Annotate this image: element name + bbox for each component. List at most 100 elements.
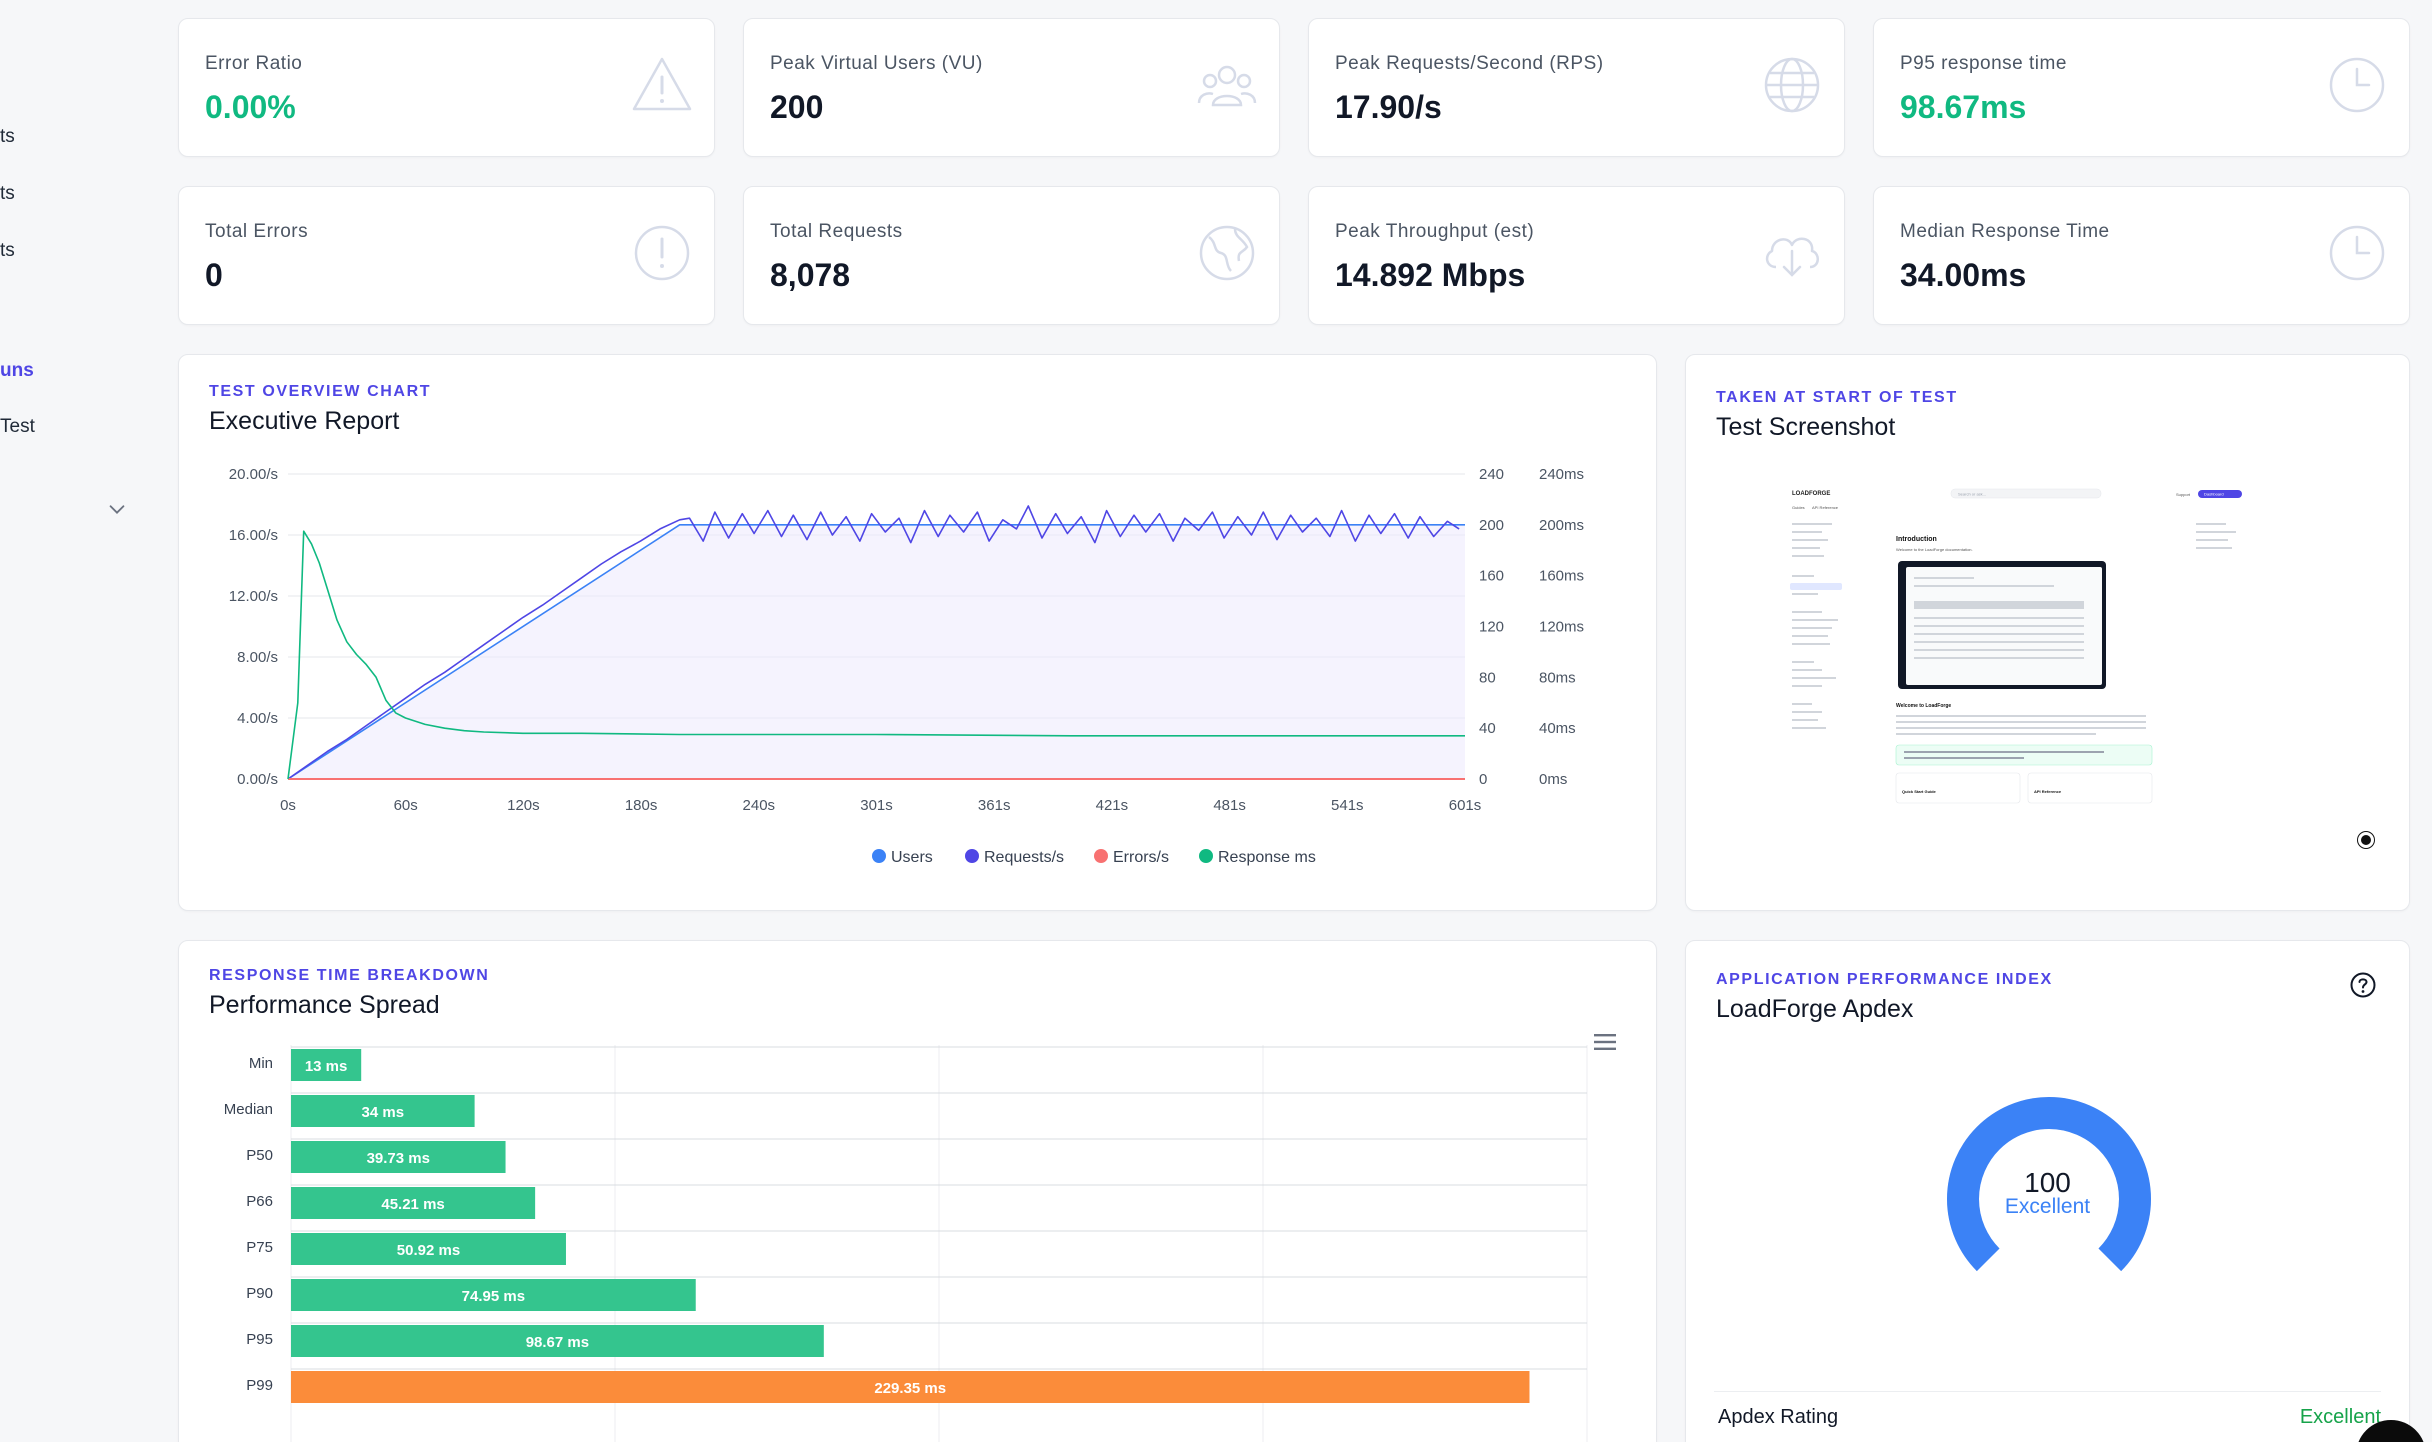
sidebar-item-3[interactable]: ts — [0, 240, 15, 261]
sidebar-item-2[interactable]: ts — [0, 183, 15, 204]
help-circle-icon[interactable] — [2349, 971, 2377, 999]
y-tick-left: 12.00/s — [229, 588, 278, 605]
bar-min — [291, 1049, 362, 1081]
bar-category: Min — [249, 1055, 273, 1072]
bar-p95 — [291, 1325, 824, 1357]
bar-data-label: 34 ms — [362, 1104, 405, 1121]
shot-nav-guides: Guides — [1792, 505, 1805, 510]
y-tick-left: 0.00/s — [237, 771, 278, 788]
legend-marker — [872, 849, 886, 863]
bar-category: P99 — [246, 1377, 273, 1394]
bar-p75 — [291, 1233, 566, 1265]
apdex-rating-row: Apdex Rating Excellent — [1714, 1391, 2381, 1442]
shot-dashboard: Dashboard — [2204, 492, 2224, 497]
stat-card-p95: P95 response time 98.67ms — [1873, 18, 2410, 157]
y-tick-users: 160 — [1479, 568, 1504, 585]
bar-p50 — [291, 1141, 506, 1173]
shot-search: Search or ask... — [1958, 492, 1986, 497]
card-title: Executive Report — [209, 407, 400, 435]
globe-alt-icon — [1199, 225, 1255, 281]
stat-value: 0.00% — [205, 89, 296, 125]
stat-label: Median Response Time — [1900, 221, 2110, 242]
stat-value: 8,078 — [770, 257, 851, 293]
bar-data-label: 98.67 ms — [526, 1334, 589, 1351]
stat-card-error-ratio: Error Ratio 0.00% — [178, 18, 715, 157]
cloud-download-icon — [1765, 237, 1819, 277]
bar-data-label: 13 ms — [305, 1058, 348, 1075]
y-tick-left: 16.00/s — [229, 527, 278, 544]
stat-card-peak-rps: Peak Requests/Second (RPS) 17.90/s — [1308, 18, 1845, 157]
y-tick-response: 0ms — [1539, 771, 1567, 788]
y-tick-response: 120ms — [1539, 619, 1584, 636]
y-tick-users: 200 — [1479, 517, 1504, 534]
stat-value: 200 — [770, 89, 824, 125]
shot-welcome: Welcome to LoadForge — [1896, 703, 1951, 709]
stat-card-median-response: Median Response Time 34.00ms — [1873, 186, 2410, 325]
y-tick-response: 200ms — [1539, 517, 1584, 534]
screenshot-action-dot[interactable] — [2358, 832, 2374, 848]
stat-card-total-errors: Total Errors 0 — [178, 186, 715, 325]
stat-card-peak-vu: Peak Virtual Users (VU) 200 — [743, 18, 1280, 157]
y-tick-users: 40 — [1479, 720, 1496, 737]
stat-label: Total Requests — [770, 221, 903, 242]
stat-value: 34.00ms — [1900, 257, 2027, 293]
clock-icon — [2329, 57, 2385, 113]
stat-label: Peak Requests/Second (RPS) — [1335, 53, 1604, 74]
stat-label: Peak Virtual Users (VU) — [770, 53, 983, 74]
executive-report-card: TEST OVERVIEW CHART Executive Report 0.0… — [178, 354, 1657, 911]
x-tick: 541s — [1331, 797, 1364, 814]
card-title: Performance Spread — [209, 991, 440, 1019]
sidebar-item-test[interactable]: Test — [0, 416, 35, 437]
chevron-down-icon[interactable] — [106, 498, 128, 520]
chat-launcher-button[interactable] — [2356, 1420, 2426, 1442]
bar-category: P50 — [246, 1147, 273, 1164]
legend-marker — [965, 849, 979, 863]
apdex-row-value: Excellent — [2299, 1406, 2381, 1428]
stat-value: 0 — [205, 257, 223, 293]
legend-item: Response ms — [1218, 849, 1316, 866]
shot-heading: Introduction — [1896, 536, 1937, 543]
bar-category: P95 — [246, 1331, 273, 1348]
y-tick-response: 80ms — [1539, 669, 1576, 686]
apdex-row-label: Apdex Rating — [1718, 1406, 1839, 1428]
apdex-gauge — [1947, 1097, 2151, 1272]
clock-icon — [2329, 225, 2385, 281]
bar-category: P66 — [246, 1193, 273, 1210]
bar-data-label: 229.35 ms — [874, 1380, 946, 1397]
sidebar-item-runs[interactable]: uns — [0, 360, 34, 381]
sidebar-item-1[interactable]: ts — [0, 126, 15, 147]
apdex-rating-word: Excellent — [2004, 1195, 2091, 1218]
x-tick: 481s — [1213, 797, 1246, 814]
x-tick: 301s — [860, 797, 893, 814]
legend-marker — [1094, 849, 1108, 863]
y-tick-users: 120 — [1479, 619, 1504, 636]
stat-label: Peak Throughput (est) — [1335, 221, 1535, 242]
x-tick: 60s — [394, 797, 418, 814]
stat-value: 98.67ms — [1900, 89, 2027, 125]
warning-triangle-icon — [632, 57, 692, 111]
stat-card-peak-throughput: Peak Throughput (est) 14.892 Mbps — [1308, 186, 1845, 325]
y-tick-left: 8.00/s — [237, 649, 278, 666]
card-eyebrow: TAKEN AT START OF TEST — [1716, 389, 1958, 406]
legend-marker — [1199, 849, 1213, 863]
card-eyebrow: APPLICATION PERFORMANCE INDEX — [1716, 971, 2053, 988]
chart-menu-icon[interactable] — [1594, 1033, 1616, 1051]
shot-nav-api: API Reference — [1812, 505, 1839, 510]
test-screenshot-image[interactable]: LOADFORGE Guides API Reference Search or… — [1786, 483, 2296, 863]
performance-spread-chart[interactable]: Min 13 ms Median 34 ms P50 39.73 ms P66 45.21 m… — [179, 941, 1658, 1442]
y-tick-response: 40ms — [1539, 720, 1576, 737]
y-tick-response: 240ms — [1539, 466, 1584, 483]
globe-icon — [1764, 57, 1820, 113]
stat-value: 14.892 Mbps — [1335, 257, 1526, 293]
stat-value: 17.90/s — [1335, 89, 1442, 125]
x-tick: 240s — [743, 797, 776, 814]
shot-support: Support — [2176, 492, 2191, 497]
shot-logo: LOADFORGE — [1792, 491, 1830, 497]
y-tick-left: 20.00/s — [229, 466, 278, 483]
bar-p66 — [291, 1187, 536, 1219]
users-icon — [1197, 65, 1257, 107]
x-tick: 0s — [280, 797, 296, 814]
x-tick: 361s — [978, 797, 1011, 814]
y-tick-response: 160ms — [1539, 568, 1584, 585]
overview-chart[interactable]: 0.00/s 4.00/s 8.00/s 12.00/s 16.00/s 20.00/s 0… — [179, 355, 1658, 912]
